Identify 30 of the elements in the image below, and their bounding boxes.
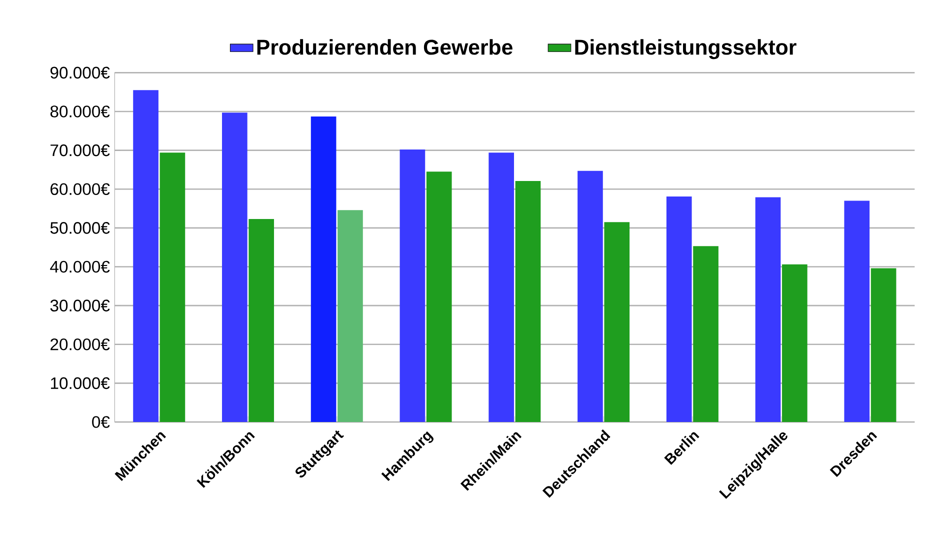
bar (844, 200, 870, 422)
legend-label: Produzierenden Gewerbe (257, 39, 512, 55)
bar (133, 90, 158, 422)
y-tick-label: 20.000€ (50, 338, 110, 350)
bar (222, 112, 248, 422)
bar (578, 170, 603, 422)
y-tick-label: 30.000€ (50, 300, 110, 312)
bar (310, 116, 336, 422)
y-tick-label: 80.000€ (50, 106, 110, 118)
y-tick-label: 0€ (92, 416, 110, 428)
y-tick-label: 70.000€ (50, 144, 110, 156)
bar (666, 196, 692, 422)
bar (604, 222, 630, 422)
y-tick-label: 50.000€ (50, 222, 110, 234)
bar (400, 150, 426, 422)
y-tick-label: 10.000€ (50, 377, 110, 390)
bar (488, 152, 514, 422)
bar (693, 246, 718, 422)
y-tick-label: 90.000€ (50, 66, 110, 79)
bar (426, 172, 452, 422)
y-tick-label: 60.000€ (50, 183, 110, 196)
bar (515, 180, 541, 422)
y-tick-label: 40.000€ (50, 260, 110, 273)
bar (338, 210, 363, 422)
bar (782, 264, 808, 422)
bar (248, 219, 274, 422)
legend-label: Dienstleistungssektor (575, 39, 796, 60)
bar (755, 197, 781, 422)
bar (870, 268, 896, 422)
bar (160, 152, 186, 422)
